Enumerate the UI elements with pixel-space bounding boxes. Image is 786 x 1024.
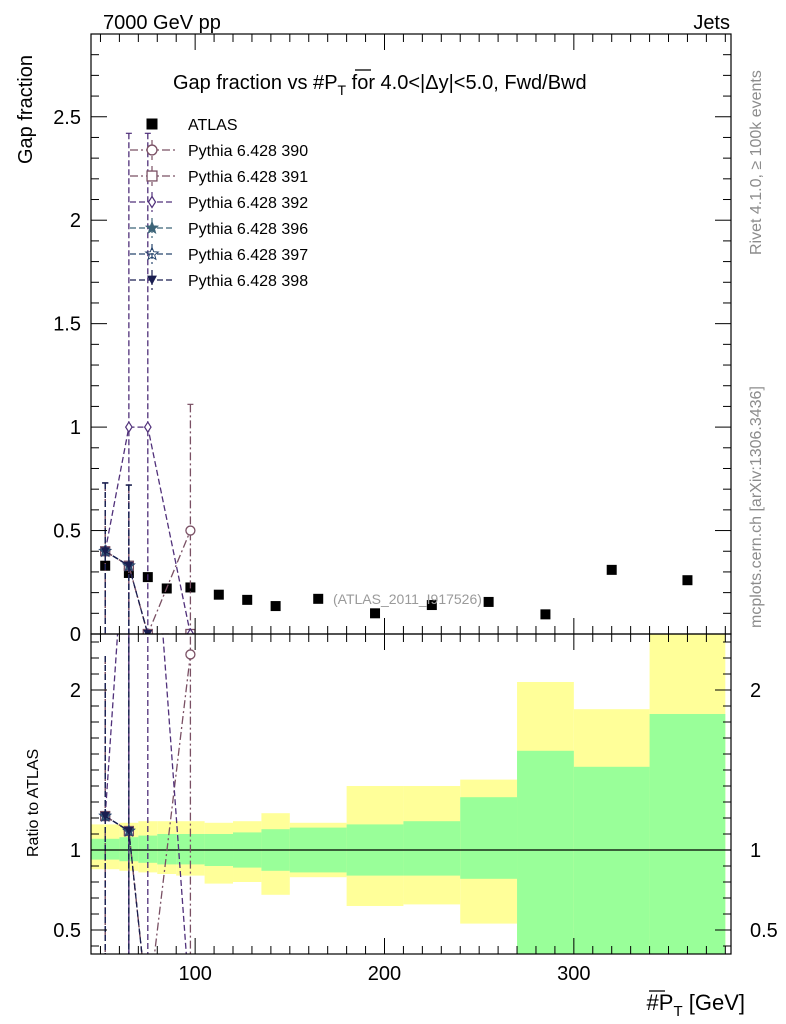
data-point-marker: [426, 600, 437, 611]
main-plot-frame: [90, 33, 732, 635]
data-point-marker: [186, 1006, 195, 1015]
series-p398: [100, 482, 153, 634]
series-line: [104, 530, 192, 634]
ratio-series-layer: [98, 634, 196, 1015]
tick-label: 0.5: [750, 920, 778, 942]
data-point-marker: [270, 601, 281, 612]
data-point-marker: [483, 596, 494, 607]
legend-label: Pythia 6.428 392: [188, 195, 308, 212]
tick-label: 300: [557, 963, 590, 985]
tick-label: 0.5: [53, 521, 81, 543]
ratio-plot-frame: [90, 633, 732, 955]
data-point-marker: [185, 649, 196, 660]
ratio-y-axis-label: Ratio to ATLAS: [25, 749, 42, 857]
legend-label: Pythia 6.428 390: [188, 143, 308, 160]
data-point-marker: [370, 608, 381, 619]
tick-label: 2.5: [53, 107, 81, 129]
legend: ATLAS Pythia 6.428 390 Pythia 6.428 391 Pyt…: [130, 117, 308, 290]
legend-label: Pythia 6.428 396: [188, 221, 308, 238]
tick-label: 1.5: [53, 314, 81, 336]
legend-label: ATLAS: [188, 117, 238, 134]
data-point-marker: [143, 420, 152, 434]
legend-entry: Pythia 6.428 391: [130, 166, 308, 186]
tick-label: 2: [750, 680, 761, 702]
data-point-marker: [242, 594, 253, 605]
data-point-marker: [144, 246, 160, 261]
inner-band-bin: [517, 750, 574, 954]
series-line: [104, 426, 192, 634]
tick-label: 1: [70, 417, 81, 439]
data-point-marker: [146, 118, 158, 130]
mcplots-label: mcplots.cern.ch [arXiv:1306.3436]: [748, 386, 765, 628]
inner-band-bin: [460, 797, 518, 879]
main-series-layer: [98, 132, 693, 634]
data-point-marker: [146, 144, 158, 156]
data-point-marker: [606, 564, 617, 575]
data-point-marker: [124, 561, 134, 571]
data-point-marker: [313, 593, 324, 604]
legend-entry: Pythia 6.428 392: [130, 192, 308, 212]
tick-label: 200: [368, 963, 401, 985]
analysis-watermark: (ATLAS_2011_I917526): [333, 591, 482, 607]
y-axis-label: Gap fraction: [15, 55, 37, 164]
legend-entry: Pythia 6.428 398: [130, 270, 308, 290]
data-point-marker: [124, 420, 133, 434]
legend-label: Pythia 6.428 391: [188, 169, 308, 186]
data-point-marker: [143, 1006, 152, 1015]
inner-band-bin: [649, 714, 726, 954]
legend-entry: ATLAS: [146, 117, 238, 134]
data-point-marker: [100, 547, 110, 556]
data-point-marker: [185, 525, 196, 536]
ratio-series-line: [104, 634, 187, 954]
inner-band-bin: [573, 766, 650, 954]
rivet-label: Rivet 4.1.0, ≥ 100k events: [748, 70, 765, 255]
tick-label: 2: [70, 210, 81, 232]
data-point-marker: [540, 609, 551, 620]
data-point-marker: [143, 630, 153, 634]
data-point-marker: [682, 575, 693, 586]
legend-label: Pythia 6.428 397: [188, 247, 308, 264]
header-left: 7000 GeV pp: [103, 12, 221, 34]
data-point-marker: [124, 827, 134, 836]
tick-label: 1: [750, 840, 761, 862]
data-point-marker: [143, 1006, 152, 1015]
data-point-marker: [147, 275, 157, 285]
legend-entry: Pythia 6.428 390: [130, 140, 308, 160]
data-point-marker: [213, 589, 224, 600]
axes-layer: 100 200 300 0 0.5 1 1.5 2 2.5 0.5 0.5 1 1 2 2: [53, 33, 778, 985]
data-point-marker: [144, 220, 160, 234]
legend-entry: Pythia 6.428 396: [130, 218, 308, 238]
data-point-marker: [143, 1006, 152, 1015]
legend-entry: Pythia 6.428 397: [130, 244, 308, 264]
ratio-series-p390: [100, 634, 196, 1015]
tick-label: 1: [70, 840, 81, 862]
legend-label: Pythia 6.428 398: [188, 273, 308, 290]
x-axis-label: #PT [GeV]: [647, 990, 745, 1020]
data-point-marker: [147, 195, 157, 209]
data-point-marker: [186, 627, 195, 634]
chart-title: Gap fraction vs #PT for 4.0<|Δy|<5.0, Fw…: [173, 72, 587, 98]
header-right: Jets: [693, 12, 730, 34]
tick-label: 0: [70, 624, 81, 646]
tick-label: 2: [70, 680, 81, 702]
data-point-marker: [146, 170, 158, 182]
ratio-uncertainty-bands: [91, 634, 731, 954]
series-p392: [101, 132, 195, 634]
data-point-marker: [100, 812, 110, 821]
ratio-series-p398: [100, 634, 152, 1015]
data-point-marker: [187, 1005, 193, 1015]
tick-label: 100: [178, 963, 211, 985]
inner-band-bin: [403, 821, 461, 876]
tick-label: 0.5: [53, 920, 81, 942]
